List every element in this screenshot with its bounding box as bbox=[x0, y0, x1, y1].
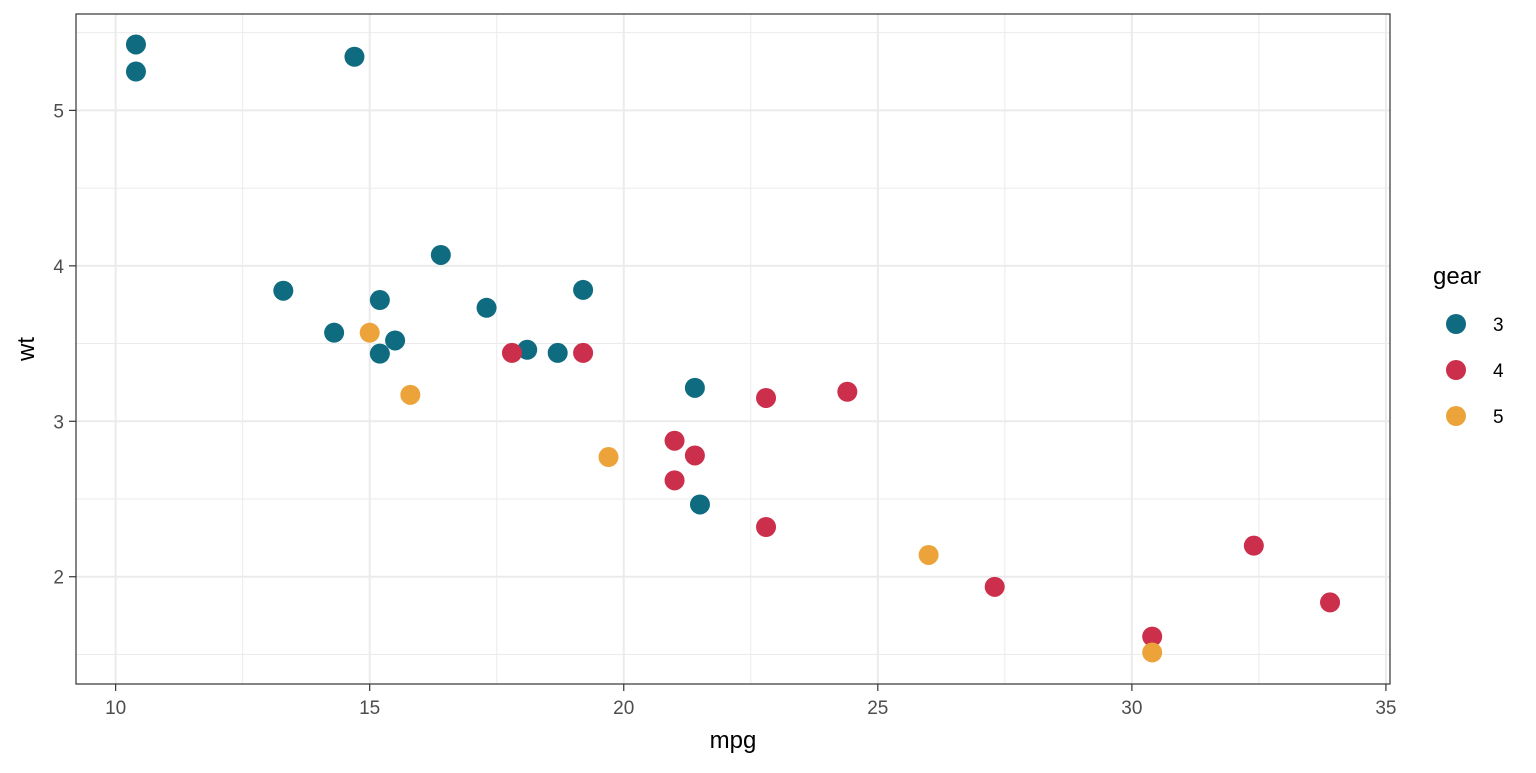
data-point-gear-4 bbox=[501, 342, 522, 363]
data-point-gear-3 bbox=[369, 290, 390, 311]
data-point-gear-4 bbox=[664, 430, 685, 451]
x-tick-label: 15 bbox=[359, 698, 380, 719]
y-tick-label: 4 bbox=[53, 257, 64, 278]
data-point-gear-5 bbox=[1142, 642, 1163, 663]
data-point-gear-4 bbox=[573, 342, 594, 363]
y-axis-ticks: 2 3 4 5 bbox=[53, 101, 76, 589]
legend-key-gear-4 bbox=[1446, 360, 1466, 380]
minor-gridlines bbox=[76, 14, 1390, 684]
major-gridlines bbox=[76, 14, 1390, 684]
data-point-gear-4 bbox=[1320, 592, 1341, 613]
data-point-gear-3 bbox=[125, 34, 146, 55]
data-point-gear-3 bbox=[573, 279, 594, 300]
data-point-gear-4 bbox=[837, 381, 858, 402]
legend-key-gear-3 bbox=[1446, 314, 1466, 334]
legend-label-gear-3: 3 bbox=[1493, 315, 1504, 336]
data-point-gear-4 bbox=[684, 445, 705, 466]
legend-key-gear-5 bbox=[1446, 406, 1466, 426]
legend-label-gear-4: 4 bbox=[1493, 361, 1504, 382]
data-points bbox=[125, 34, 1341, 663]
data-point-gear-3 bbox=[476, 297, 497, 318]
data-point-gear-3 bbox=[430, 244, 451, 265]
data-point-gear-4 bbox=[756, 387, 777, 408]
data-point-gear-5 bbox=[359, 322, 380, 343]
y-tick-label: 3 bbox=[53, 412, 64, 433]
data-point-gear-3 bbox=[369, 343, 390, 364]
data-point-gear-4 bbox=[984, 576, 1005, 597]
y-tick-label: 2 bbox=[53, 568, 64, 589]
x-tick-label: 20 bbox=[613, 698, 634, 719]
x-tick-label: 25 bbox=[867, 698, 888, 719]
x-tick-label: 30 bbox=[1121, 698, 1142, 719]
data-point-gear-3 bbox=[273, 280, 294, 301]
data-point-gear-3 bbox=[689, 494, 710, 515]
data-point-gear-3 bbox=[344, 46, 365, 67]
data-point-gear-3 bbox=[324, 322, 345, 343]
y-axis-title: wt bbox=[13, 337, 40, 362]
data-point-gear-3 bbox=[125, 61, 146, 82]
data-point-gear-4 bbox=[756, 516, 777, 537]
x-axis-ticks: 10 15 20 25 30 35 bbox=[105, 684, 1397, 719]
legend: gear 3 4 5 bbox=[1433, 263, 1504, 428]
data-point-gear-3 bbox=[517, 339, 538, 360]
data-point-gear-3 bbox=[684, 377, 705, 398]
panel-border bbox=[75, 13, 1391, 685]
data-point-gear-5 bbox=[918, 544, 939, 565]
y-tick-label: 5 bbox=[53, 101, 64, 122]
x-tick-label: 35 bbox=[1375, 698, 1396, 719]
data-point-gear-3 bbox=[385, 330, 406, 351]
legend-label-gear-5: 5 bbox=[1493, 407, 1504, 428]
x-axis-title: mpg bbox=[710, 727, 757, 754]
data-point-gear-3 bbox=[547, 342, 568, 363]
data-point-gear-4 bbox=[664, 470, 685, 491]
legend-title: gear bbox=[1433, 263, 1481, 290]
data-point-gear-4 bbox=[1243, 535, 1264, 556]
data-point-gear-4 bbox=[1142, 626, 1163, 647]
x-tick-label: 10 bbox=[105, 698, 126, 719]
data-point-gear-5 bbox=[598, 447, 619, 468]
data-point-gear-5 bbox=[400, 384, 421, 405]
